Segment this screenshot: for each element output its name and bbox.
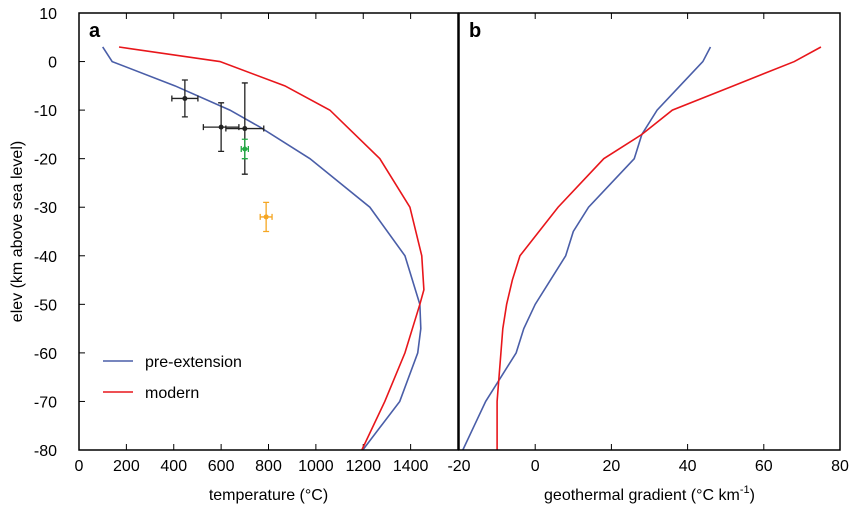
- x-axis-label: temperature (°C): [209, 487, 328, 504]
- x-tick-label: 40: [679, 458, 697, 475]
- legend-label: modern: [145, 385, 199, 402]
- x-tick-label: 20: [603, 458, 621, 475]
- x-axis-label: geothermal gradient (°C km-1): [544, 484, 755, 504]
- x-axis-label-part: ): [750, 487, 755, 504]
- y-tick-label: 0: [48, 55, 57, 72]
- point: [242, 146, 248, 152]
- y-tick-label: -20: [34, 152, 57, 169]
- y-tick-label: 10: [39, 6, 57, 23]
- point: [182, 95, 188, 101]
- x-tick-label: 80: [831, 458, 849, 475]
- y-tick-label: -60: [34, 346, 57, 363]
- x-tick-label: 1000: [298, 458, 334, 475]
- legend-label: pre-extension: [145, 354, 242, 371]
- x-tick-label: 60: [755, 458, 773, 475]
- plot-frame: [458, 12, 841, 451]
- line: [118, 46, 425, 451]
- y-tick-label: -40: [34, 249, 57, 266]
- x-tick-label: 400: [160, 458, 187, 475]
- x-tick-label: -20: [447, 458, 470, 475]
- point: [218, 124, 224, 130]
- line: [462, 46, 712, 451]
- x-tick-label: 0: [531, 458, 540, 475]
- x-tick-label: 800: [255, 458, 282, 475]
- line: [102, 46, 422, 451]
- line: [496, 46, 822, 450]
- x-tick-label: 1200: [345, 458, 381, 475]
- point: [242, 126, 248, 132]
- x-tick-label: 1400: [393, 458, 429, 475]
- x-axis-label-part: -1: [740, 484, 750, 496]
- x-tick-label: 600: [208, 458, 235, 475]
- y-tick-label: -50: [34, 297, 57, 314]
- panel-label: b: [469, 20, 481, 42]
- panel-label: a: [89, 20, 101, 42]
- y-tick-label: -30: [34, 200, 57, 217]
- y-tick-label: -80: [34, 443, 57, 460]
- x-tick-label: 0: [75, 458, 84, 475]
- y-tick-label: -70: [34, 394, 57, 411]
- y-axis-label: elev (km above sea level): [9, 141, 26, 322]
- point: [263, 214, 269, 220]
- y-tick-label: -10: [34, 103, 57, 120]
- x-tick-label: 200: [113, 458, 140, 475]
- x-axis-label-part: geothermal gradient (°C km: [544, 487, 740, 504]
- plot-frame: [78, 12, 459, 451]
